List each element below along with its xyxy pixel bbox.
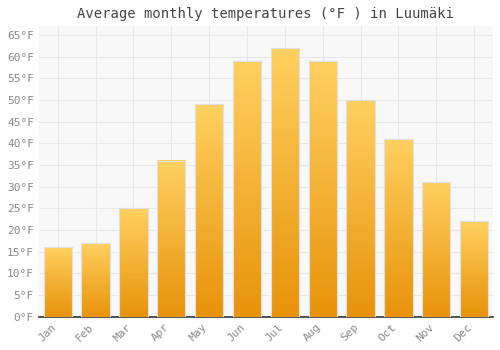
Title: Average monthly temperatures (°F ) in Luumäki: Average monthly temperatures (°F ) in Lu… xyxy=(78,7,454,21)
Bar xyxy=(195,104,224,317)
Bar xyxy=(44,247,72,317)
Bar xyxy=(308,61,337,317)
Bar xyxy=(119,208,148,317)
Bar xyxy=(460,222,488,317)
Bar xyxy=(346,100,375,317)
Bar xyxy=(270,48,299,317)
Bar xyxy=(422,182,450,317)
Bar xyxy=(82,243,110,317)
Bar xyxy=(384,139,412,317)
Bar xyxy=(233,61,261,317)
Bar xyxy=(157,161,186,317)
